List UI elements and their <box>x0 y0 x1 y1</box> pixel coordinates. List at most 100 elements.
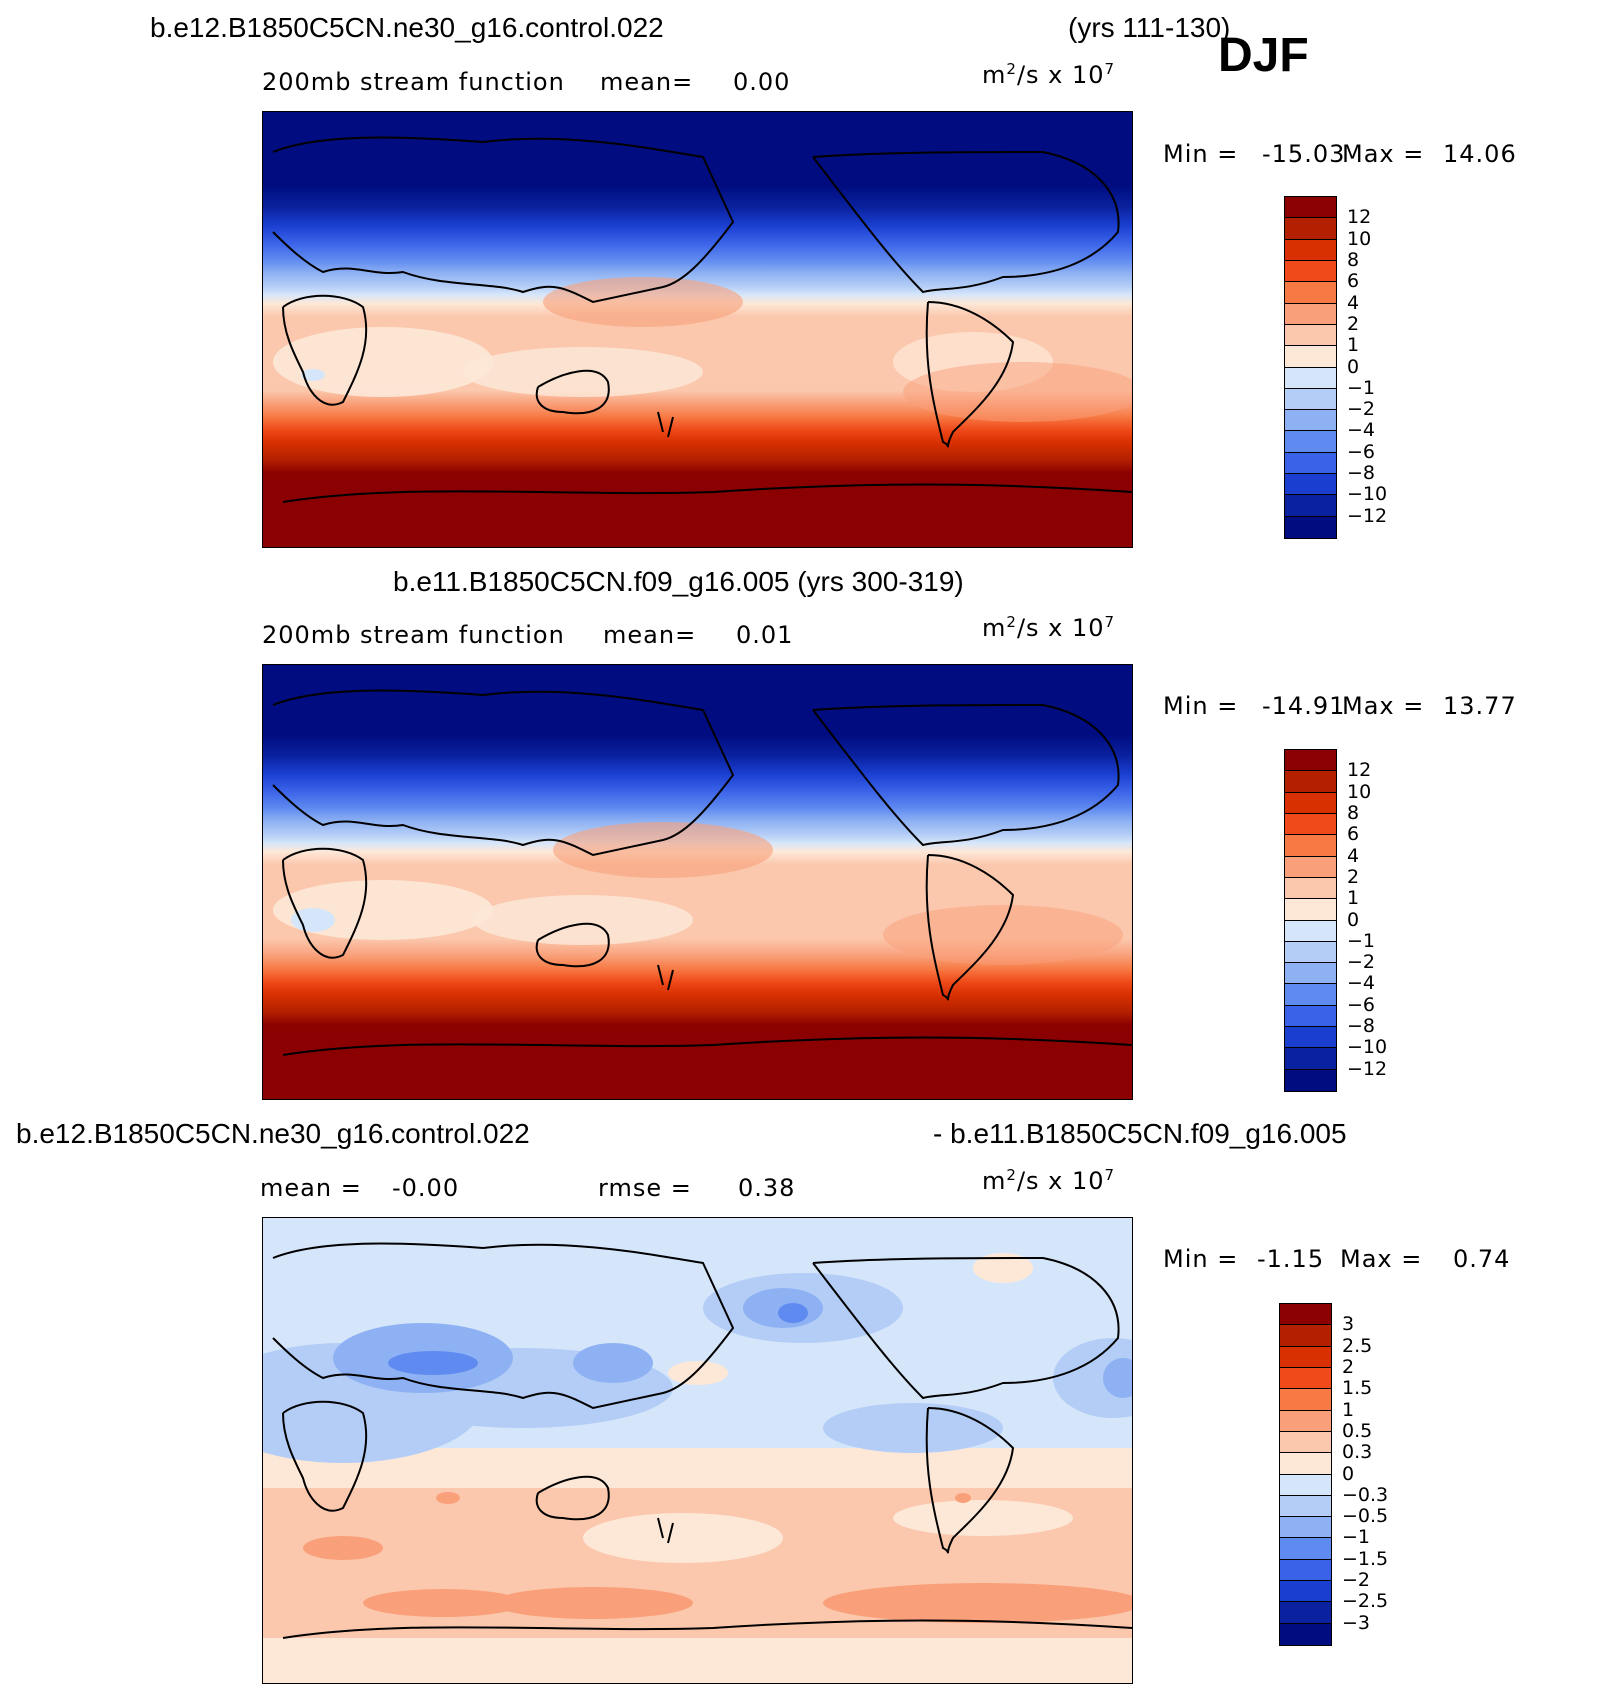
max-value-middle: 13.77 <box>1443 692 1517 720</box>
legend-label: 8 <box>1347 248 1360 271</box>
rmse-label-bottom: rmse = <box>598 1174 692 1202</box>
min-label-top: Min = <box>1163 140 1239 168</box>
legend-label: 8 <box>1347 801 1360 824</box>
legend-swatch <box>1285 303 1336 325</box>
legend-label: 4 <box>1347 291 1360 314</box>
legend-swatch <box>1280 1410 1331 1432</box>
max-label-middle: Max = <box>1342 692 1425 720</box>
legend-label: 12 <box>1347 206 1372 229</box>
map-panel-middle <box>262 664 1133 1100</box>
legend-swatch <box>1280 1431 1331 1454</box>
case-name-top: b.e12.B1850C5CN.ne30_g16.control.022 <box>150 12 664 43</box>
legend-swatch <box>1285 920 1336 942</box>
legend-label: −2 <box>1347 398 1376 421</box>
case-name-middle: b.e11.B1850C5CN.f09_g16.005 (yrs 300-319… <box>393 566 964 597</box>
legend-label: 10 <box>1347 780 1372 803</box>
legend-swatch <box>1285 1005 1336 1028</box>
legend-label: −2 <box>1342 1569 1371 1592</box>
legend-swatch <box>1285 835 1336 857</box>
min-value-middle: -14.91 <box>1262 692 1346 720</box>
min-label-bottom: Min = <box>1163 1245 1239 1273</box>
legend-swatch <box>1285 516 1336 538</box>
legend-colorbar-middle <box>1284 749 1337 1092</box>
legend-swatch <box>1280 1389 1331 1411</box>
legend-swatch <box>1280 1602 1331 1624</box>
legend-swatch <box>1285 877 1336 900</box>
legend-label: −2.5 <box>1342 1590 1389 1613</box>
legend-swatch <box>1285 813 1336 836</box>
legend-swatch <box>1280 1474 1331 1496</box>
units-top: m2/s x 107 <box>982 60 1116 89</box>
legend-label: 6 <box>1347 270 1360 293</box>
legend-label: 2 <box>1342 1355 1355 1378</box>
legend-label: −4 <box>1347 972 1376 995</box>
map-panel-top <box>262 111 1133 548</box>
legend-label: 0 <box>1342 1462 1355 1485</box>
legend-swatch <box>1285 495 1336 517</box>
legend-swatch <box>1285 367 1336 389</box>
legend-label: −1.5 <box>1342 1547 1389 1570</box>
legend-label: 12 <box>1347 759 1372 782</box>
legend-swatch <box>1285 771 1336 793</box>
legend-swatch <box>1285 963 1336 985</box>
legend-swatch <box>1285 324 1336 347</box>
legend-swatch <box>1285 1069 1336 1091</box>
legend-label: −8 <box>1347 1015 1376 1038</box>
legend-swatch <box>1285 239 1336 261</box>
legend-label: 0.3 <box>1342 1441 1373 1464</box>
legend-label: −10 <box>1347 483 1388 506</box>
legend-swatch <box>1280 1559 1331 1582</box>
mean-value-top: 0.00 <box>733 68 791 96</box>
stream-function-map-middle <box>263 665 1132 1099</box>
legend-label: −12 <box>1347 1057 1388 1080</box>
max-value-bottom: 0.74 <box>1453 1245 1511 1273</box>
legend-label: −6 <box>1347 440 1376 463</box>
legend-label: −1 <box>1342 1526 1371 1549</box>
legend-label: −1 <box>1347 929 1376 952</box>
legend-label: 4 <box>1347 844 1360 867</box>
legend-swatch <box>1280 1538 1331 1560</box>
legend-swatch <box>1280 1304 1331 1326</box>
mean-label-middle: mean= <box>603 621 697 649</box>
legend-swatch <box>1285 984 1336 1006</box>
legend-swatch <box>1285 388 1336 411</box>
legend-swatch <box>1285 410 1336 432</box>
legend-swatch <box>1285 1027 1336 1049</box>
legend-label: −0.5 <box>1342 1505 1389 1528</box>
mean-label-top: mean= <box>600 68 694 96</box>
max-label-top: Max = <box>1342 140 1425 168</box>
case-name-bottom-left: b.e12.B1850C5CN.ne30_g16.control.022 <box>16 1118 530 1149</box>
legend-swatch <box>1285 218 1336 240</box>
legend-label: −0.3 <box>1342 1483 1389 1506</box>
legend-swatch <box>1280 1623 1331 1645</box>
legend-label: 2.5 <box>1342 1334 1373 1357</box>
legend-swatch <box>1280 1346 1331 1368</box>
legend-swatch <box>1285 452 1336 475</box>
units-middle: m2/s x 107 <box>982 613 1116 642</box>
min-value-bottom: -1.15 <box>1257 1245 1325 1273</box>
legend-swatch <box>1285 260 1336 283</box>
legend-label: 0 <box>1347 908 1360 931</box>
legend-swatch <box>1285 899 1336 921</box>
legend-label: −12 <box>1347 504 1388 527</box>
legend-label: −2 <box>1347 951 1376 974</box>
legend-label: 1 <box>1347 887 1360 910</box>
legend-label: 0 <box>1347 355 1360 378</box>
subtitle-top: 200mb stream function <box>262 68 565 96</box>
mean-value-bottom: -0.00 <box>392 1174 460 1202</box>
legend-swatch <box>1285 1048 1336 1070</box>
legend-swatch <box>1280 1581 1331 1603</box>
legend-swatch <box>1285 856 1336 878</box>
legend-label: −4 <box>1347 419 1376 442</box>
legend-label: 1.5 <box>1342 1377 1373 1400</box>
legend-label: −6 <box>1347 993 1376 1016</box>
legend-label: −1 <box>1347 376 1376 399</box>
legend-label: −3 <box>1342 1611 1371 1634</box>
legend-label: 1 <box>1347 334 1360 357</box>
legend-swatch <box>1285 941 1336 964</box>
legend-label: 6 <box>1347 823 1360 846</box>
stream-function-difference-map <box>263 1218 1132 1683</box>
stream-function-map-top <box>263 112 1132 547</box>
legend-label: −10 <box>1347 1036 1388 1059</box>
mean-value-middle: 0.01 <box>736 621 794 649</box>
